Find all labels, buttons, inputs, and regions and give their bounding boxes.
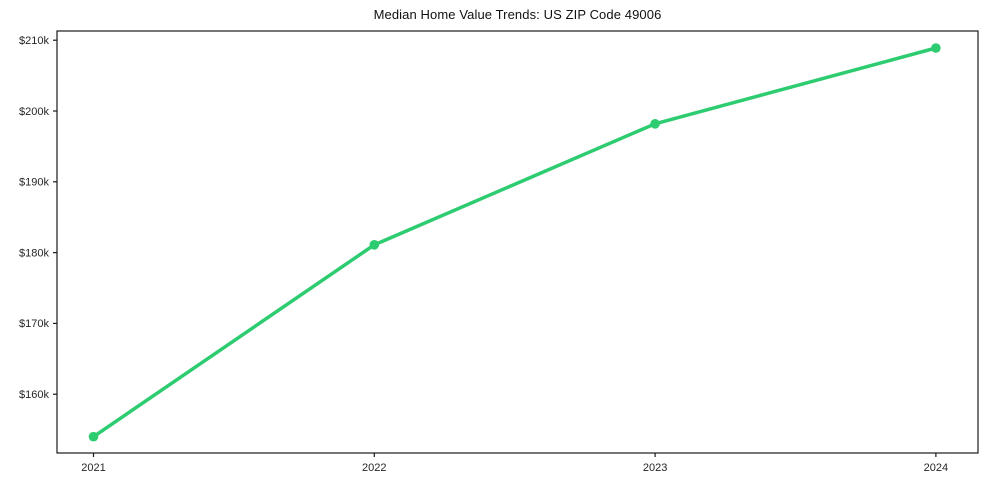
data-point-2022 (369, 240, 380, 250)
chart-title: Median Home Value Trends: US ZIP Code 49… (373, 7, 662, 22)
x-axis-tick-label: 2023 (643, 462, 667, 474)
data-point-2024 (931, 43, 941, 53)
y-axis-tick-label: $200k (19, 106, 49, 118)
y-axis-tick-label: $210k (19, 35, 49, 47)
y-axis-tick-label: $170k (19, 318, 49, 330)
y-axis-tick-label: $160k (19, 389, 49, 401)
x-axis-tick-label: 2024 (924, 462, 948, 474)
plot-border (56, 30, 979, 454)
x-axis-tick-label: 2022 (362, 462, 386, 474)
y-axis-tick-label: $180k (19, 247, 49, 259)
y-axis-tick-label: $190k (19, 177, 49, 189)
data-point-2021 (88, 431, 99, 442)
x-axis-tick-label: 2021 (81, 462, 105, 474)
data-point-2023 (650, 119, 660, 129)
trend-line (91, 46, 938, 439)
